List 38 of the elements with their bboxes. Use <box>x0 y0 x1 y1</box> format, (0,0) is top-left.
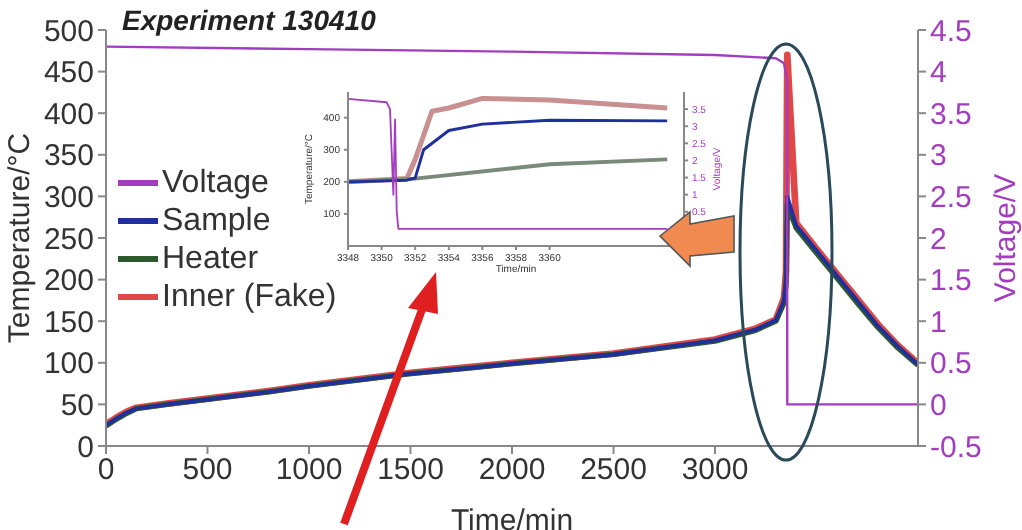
line-series <box>348 157 670 184</box>
y2-tick-label: 4 <box>930 56 947 91</box>
legend-label: Heater <box>162 240 259 278</box>
y2-tick-label: 2.5 <box>930 181 972 216</box>
y2-tick-label: -0.5 <box>930 430 982 465</box>
legend-label: Inner (Fake) <box>162 278 337 316</box>
y-tick-label: 100 <box>43 347 94 382</box>
y2-tick-label: 3 <box>930 139 947 174</box>
y-tick-label: 150 <box>43 305 94 340</box>
x-tick-label: 500 <box>182 453 233 488</box>
chart-title: Experiment 130410 <box>122 4 376 36</box>
y2-tick-label: 1 <box>930 305 947 340</box>
x-tick-label: 2000 <box>478 453 546 488</box>
y2-tick-label: 1.5 <box>930 264 972 299</box>
y2-axis-title: Voltage/V <box>988 173 1022 303</box>
x-tick-label: 1000 <box>275 453 343 488</box>
y2-tick-label: 2 <box>930 222 947 257</box>
y-tick-label: 0 <box>77 430 94 465</box>
y-tick-label: 350 <box>43 139 94 174</box>
y-tick-label: 300 <box>43 181 94 216</box>
y-tick-label: 450 <box>43 56 94 91</box>
x-tick-label: 3000 <box>681 453 749 488</box>
legend-label: Voltage <box>162 164 269 202</box>
y2-tick-label: 0.5 <box>930 347 972 382</box>
x-axis-title: Time/min <box>450 504 574 530</box>
y-tick-label: 250 <box>43 222 94 257</box>
y2-tick-label: 4.5 <box>930 14 972 49</box>
x-tick-label: 2500 <box>580 453 647 488</box>
y-tick-label: 200 <box>43 264 94 299</box>
y2-tick-label: 3.5 <box>930 97 972 132</box>
x-tick-label: 1500 <box>377 453 444 488</box>
y2-tick-label: 0 <box>930 389 947 424</box>
legend-label: Sample <box>162 202 271 240</box>
y-tick-label: 400 <box>43 97 94 132</box>
y-axis-title: Temperature/°C <box>2 132 37 344</box>
y-tick-label: 50 <box>60 389 94 424</box>
line-series <box>348 118 669 184</box>
y-tick-label: 500 <box>43 14 94 49</box>
